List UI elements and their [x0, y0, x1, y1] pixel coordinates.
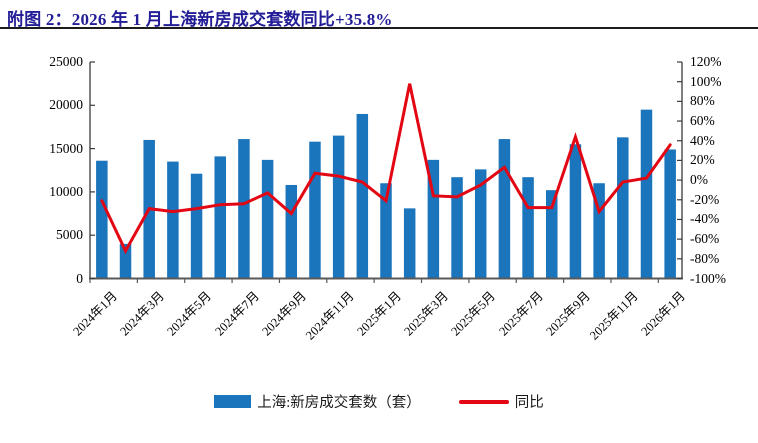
bar-2024年5月	[190, 173, 203, 279]
y-right-tick-label: 60%	[690, 113, 715, 129]
y-left-tick-label: 0	[76, 270, 83, 286]
chart-legend: 上海:新房成交套数（套） 同比	[0, 391, 758, 412]
title-underline	[0, 27, 758, 29]
y-right-tick-label: -20%	[690, 191, 720, 207]
bar-2024年8月	[261, 159, 274, 279]
bar-2025年8月	[546, 190, 558, 279]
y-left-tick-label: 20000	[49, 97, 83, 113]
y-right-tick-label: -100%	[690, 270, 726, 286]
y-left-tick-label: 15000	[49, 140, 83, 156]
bar-2025年2月	[403, 208, 416, 279]
bar-2024年6月	[214, 156, 226, 279]
y-right-tick-label: 40%	[690, 132, 715, 148]
bar-2024年1月	[96, 160, 108, 279]
legend-line-swatch-icon	[458, 399, 509, 404]
bar-2024年10月	[309, 141, 321, 279]
bar-2025年5月	[474, 169, 487, 279]
bar-2024年4月	[167, 161, 179, 279]
legend-line-label: 同比	[514, 395, 544, 411]
figure-title: 附图 2：2026 年 1 月上海新房成交套数同比+35.8%	[7, 10, 393, 29]
bar-2025年12月	[640, 109, 653, 279]
bar-2025年1月	[380, 183, 392, 279]
legend-bar-swatch-icon	[214, 395, 252, 408]
y-left-tick-label: 25000	[49, 54, 83, 69]
bar-2025年10月	[593, 183, 605, 279]
bar-2025年7月	[522, 177, 534, 279]
y-left-tick-label: 5000	[56, 227, 83, 243]
yoy-trend-line	[100, 83, 672, 255]
bar-2024年12月	[356, 113, 369, 279]
bar-2024年7月	[238, 139, 250, 279]
y-right-tick-label: -60%	[690, 231, 720, 247]
y-right-tick-label: 80%	[690, 93, 715, 109]
bar-2025年9月	[569, 144, 582, 279]
y-right-tick-label: -40%	[690, 211, 720, 227]
y-right-tick-label: 120%	[690, 54, 722, 69]
y-right-tick-label: 0%	[690, 172, 708, 188]
bar-2024年2月	[119, 243, 132, 279]
bar-2026年1月	[664, 149, 676, 279]
y-right-tick-label: -80%	[690, 250, 720, 266]
legend-bar-label: 上海:新房成交套数（套）	[257, 395, 421, 411]
bar-2025年6月	[498, 139, 511, 279]
y-right-tick-label: 20%	[690, 152, 715, 168]
y-left-tick-label: 10000	[49, 183, 83, 199]
bar-2025年3月	[427, 159, 440, 279]
bar-2024年11月	[332, 135, 345, 279]
bar-2024年9月	[285, 184, 298, 279]
bar-2025年4月	[451, 177, 463, 279]
y-right-tick-label: 100%	[690, 73, 722, 89]
bar-2025年11月	[617, 137, 629, 279]
